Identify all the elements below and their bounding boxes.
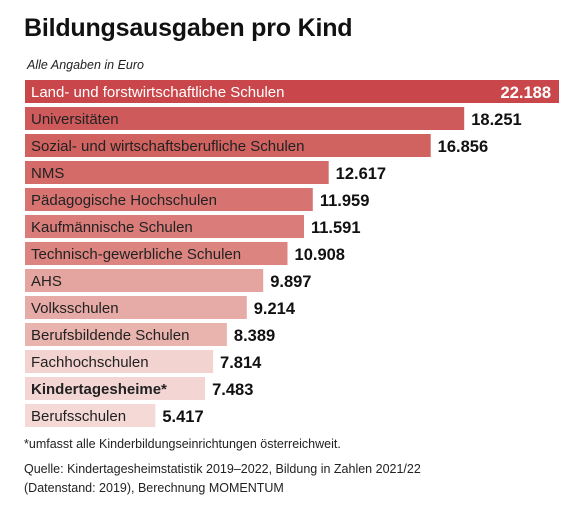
value-label: 18.251: [471, 111, 521, 129]
bar: [25, 296, 247, 319]
value-label: 11.959: [320, 192, 370, 210]
bar: [25, 107, 465, 130]
bar-chart: Land- und forstwirtschaftliche Schulen 22…: [25, 80, 559, 427]
bar: [25, 80, 559, 103]
bar: [25, 134, 431, 157]
bar: [25, 323, 227, 346]
category-label: Berufsschulen: [31, 408, 126, 425]
category-label: Berufsbildende Schulen: [31, 327, 189, 344]
value-label: 11.591: [311, 219, 361, 237]
bar: [25, 404, 156, 427]
category-label: Kaufmännische Schulen: [31, 219, 193, 236]
bar: [25, 350, 214, 373]
category-label: Sozial- und wirtschaftsberufliche Schule…: [31, 138, 304, 155]
value-label: 9.214: [254, 300, 296, 318]
footnote: *umfasst alle Kinderbildungseinrichtunge…: [24, 437, 341, 451]
category-label: Universitäten: [31, 111, 119, 128]
value-label: 9.897: [270, 273, 311, 291]
category-label: NMS: [31, 165, 64, 182]
bar: [25, 215, 304, 238]
category-label: Fachhochschulen: [31, 354, 149, 371]
value-label: 12.617: [336, 165, 386, 183]
category-label: Kindertagesheime*: [31, 381, 167, 398]
bar: [25, 377, 206, 400]
value-label: 7.483: [212, 381, 253, 399]
chart-title: Bildungsausgaben pro Kind: [24, 14, 353, 42]
source-line-1: Quelle: Kindertagesheimstatistik 2019–20…: [24, 462, 421, 476]
category-label: Technisch-gewerbliche Schulen: [31, 246, 241, 263]
category-label: Land- und forstwirtschaftliche Schulen: [31, 84, 284, 101]
value-label: 8.389: [234, 327, 275, 345]
bar: [25, 269, 264, 292]
bar: [25, 188, 313, 211]
bar: [25, 242, 288, 265]
value-label: 5.417: [162, 408, 203, 426]
value-label: 16.856: [438, 138, 488, 156]
chart-subtitle: Alle Angaben in Euro: [27, 58, 144, 72]
value-label: 7.814: [220, 354, 262, 372]
category-label: Volksschulen: [31, 300, 119, 317]
category-label: AHS: [31, 273, 62, 290]
value-label: 10.908: [295, 246, 345, 264]
category-label: Pädagogische Hochschulen: [31, 192, 217, 209]
value-label: 22.188: [501, 84, 551, 102]
bar: [25, 161, 329, 184]
source-line-2: (Datenstand: 2019), Berechnung MOMENTUM: [24, 481, 284, 495]
